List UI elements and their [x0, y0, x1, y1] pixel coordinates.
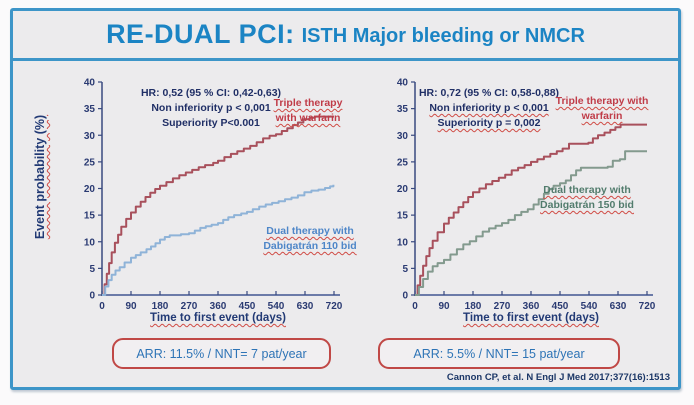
y-tick-label: 30: [84, 131, 96, 142]
citation: Cannon CP, et al. N Engl J Med 2017;377(…: [446, 372, 670, 383]
x-tick-label: 180: [152, 301, 169, 312]
x-tick-label: 720: [326, 301, 343, 312]
hr-line: HR: 0,72 (95 % CI: 0,58-0,88): [418, 87, 560, 99]
dual-therapy-label-right: Dual therapy with Dabigatrán 150 bid: [540, 184, 634, 211]
x-tick-label: 0: [99, 301, 105, 312]
stats-block-left: HR: 0,52 (95 % CI: 0,42-0,63) Non inferi…: [95, 86, 327, 131]
arr-nnt-box-left: ARR: 11.5% / NNT= 7 pat/year: [112, 338, 331, 369]
arr-nnt-text: ARR: 5.5% / NNT= 15 pat/year: [413, 346, 585, 361]
title-bar: RE-DUAL PCI: ISTH Major bleeding or NMCR: [13, 11, 678, 61]
y-tick-label: 10: [84, 237, 96, 248]
x-tick-label: 180: [465, 301, 482, 312]
x-tick-label: 360: [210, 301, 227, 312]
y-tick-label: 35: [397, 104, 409, 115]
x-tick-label: 720: [639, 301, 656, 312]
arr-nnt-box-right: ARR: 5.5% / NNT= 15 pat/year: [378, 338, 620, 369]
y-tick-label: 0: [89, 291, 95, 302]
y-tick-label: 25: [84, 157, 96, 168]
y-tick-label: 0: [402, 291, 408, 302]
y-tick-label: 20: [397, 184, 409, 195]
superiority-line: Superiority p = 0,002: [437, 117, 541, 129]
slide-frame: RE-DUAL PCI: ISTH Major bleeding or NMCR: [10, 8, 681, 390]
x-tick-label: 270: [181, 301, 198, 312]
x-tick-label: 90: [438, 301, 450, 312]
y-tick-label: 40: [397, 78, 409, 89]
triple-therapy-label-right: Triple therapy with warfarin: [555, 95, 649, 122]
page-subtitle: ISTH Major bleeding or NMCR: [301, 24, 585, 47]
noninferiority-line: Non inferiority p < 0,001: [151, 102, 271, 114]
y-tick-label: 30: [397, 131, 409, 142]
x-tick-label: 0: [412, 301, 418, 312]
km-plot-right: 0 90 180 270 360 450 540 630 720 0 5 10 15 20 25 30 35 40: [397, 78, 656, 313]
x-tick-label: 270: [494, 301, 511, 312]
x-axis-label-left: Time to first event (days): [150, 312, 286, 324]
y-tick-label: 25: [397, 157, 409, 168]
y-tick-label: 5: [89, 264, 95, 275]
superiority-line: Superiority P<0.001: [162, 117, 260, 129]
triple-therapy-label-left: Triple therapy with warfarin: [273, 97, 343, 124]
x-tick-label: 90: [125, 301, 137, 312]
hr-line: HR: 0,52 (95 % CI: 0,42-0,63): [140, 87, 282, 99]
km-plot-left: 0 90 180 270 360 450 540 630 720 0 5 10 15 20 25 30 35 40: [84, 78, 343, 313]
x-tick-label: 630: [610, 301, 627, 312]
y-tick-label: 15: [84, 211, 96, 222]
stats-block-right: HR: 0,72 (95 % CI: 0,58-0,88) Non inferi…: [373, 86, 605, 131]
y-tick-label: 35: [84, 104, 96, 115]
y-tick-label: 10: [397, 237, 409, 248]
y-tick-label: 40: [84, 78, 96, 89]
page-title: RE-DUAL PCI:: [106, 19, 295, 49]
y-tick-label: 5: [402, 264, 408, 275]
x-tick-label: 630: [297, 301, 314, 312]
x-tick-label: 540: [581, 301, 598, 312]
x-tick-label: 540: [268, 301, 285, 312]
series-curve-1: [102, 184, 335, 296]
noninferiority-line: Non inferiority p < 0,001: [429, 102, 549, 114]
x-tick-label: 450: [239, 301, 256, 312]
dual-therapy-label-left: Dual therapy with Dabigatrán 110 bid: [263, 225, 357, 252]
y-tick-label: 20: [84, 184, 96, 195]
series-curve-0: [415, 123, 647, 296]
x-tick-label: 360: [523, 301, 540, 312]
y-tick-label: 15: [397, 211, 409, 222]
series-curve-1: [415, 150, 647, 296]
x-axis-label-right: Time to first event (days): [463, 312, 599, 324]
y-axis-label: Event probability (%): [33, 114, 47, 240]
arr-nnt-text: ARR: 11.5% / NNT= 7 pat/year: [136, 346, 307, 361]
series-curve-0: [102, 115, 334, 296]
x-tick-label: 450: [552, 301, 569, 312]
